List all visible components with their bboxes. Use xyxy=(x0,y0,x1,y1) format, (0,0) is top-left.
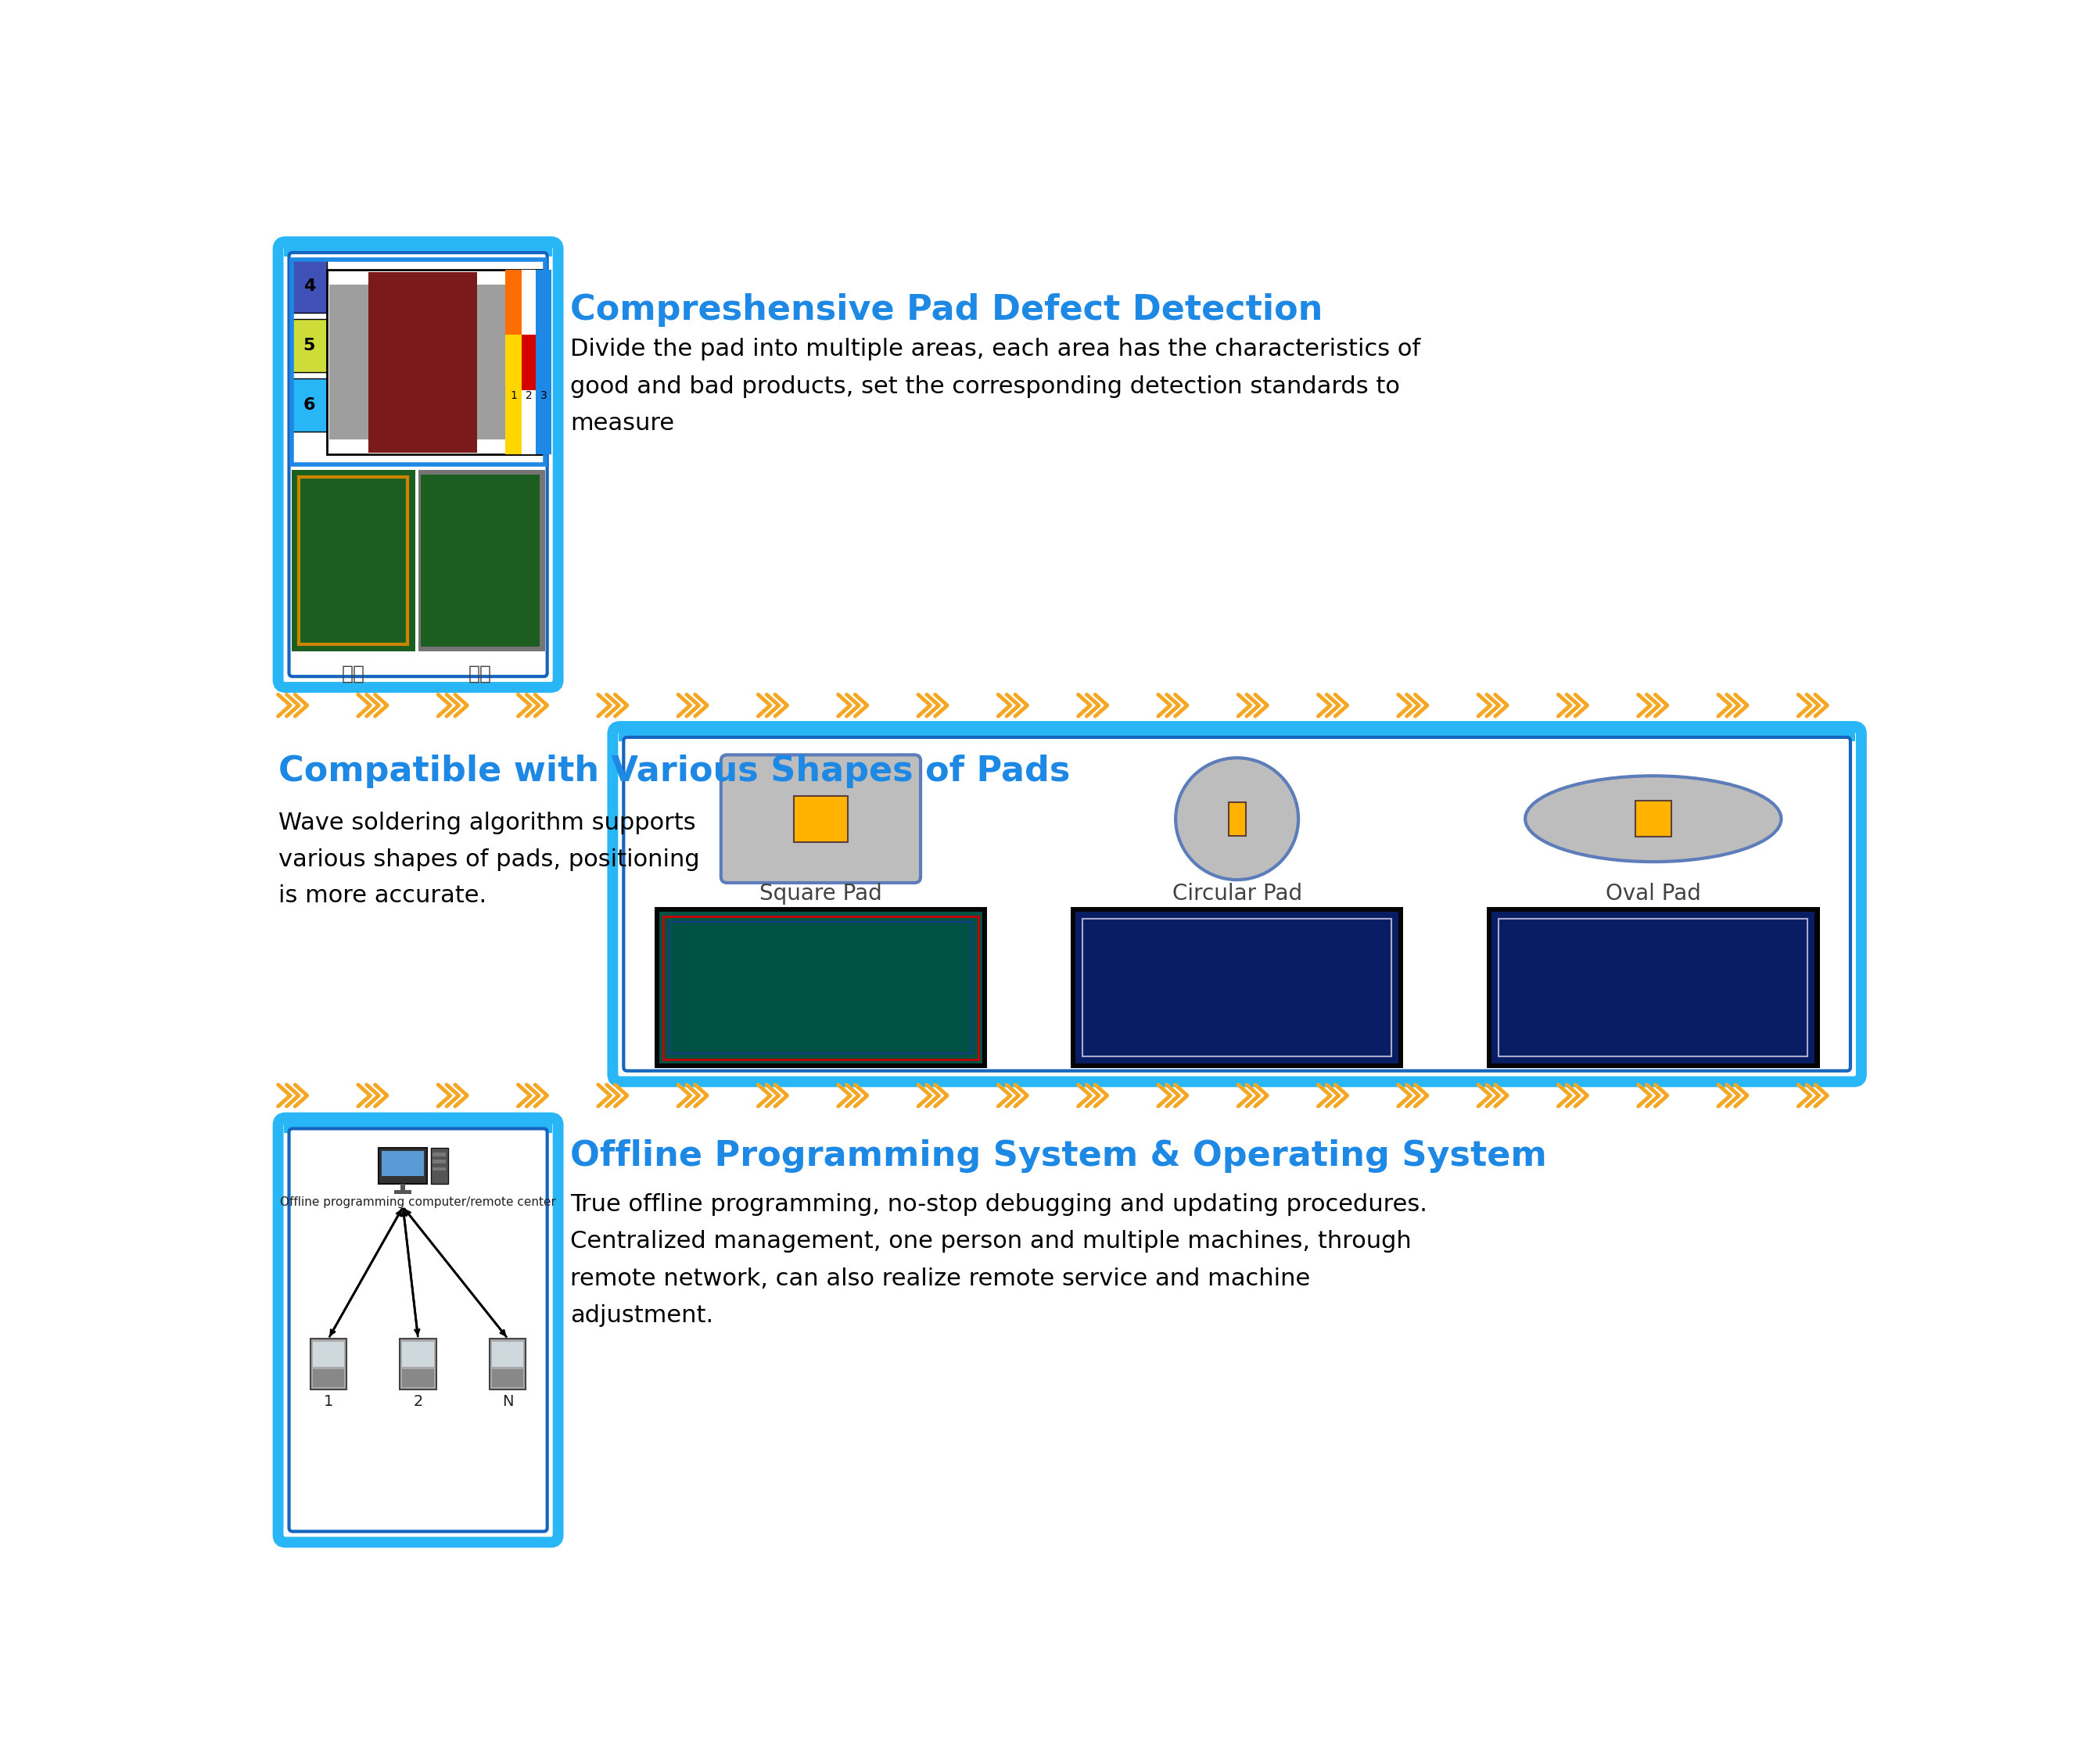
Bar xyxy=(422,475,539,646)
Text: Circular Pad: Circular Pad xyxy=(1172,882,1301,905)
Text: 1: 1 xyxy=(324,1395,334,1409)
Text: 2: 2 xyxy=(526,390,533,400)
Bar xyxy=(432,1161,445,1164)
Bar xyxy=(1492,912,1815,1064)
Text: Offline Programming System & Operating System: Offline Programming System & Operating S… xyxy=(570,1140,1546,1173)
Bar xyxy=(395,1191,412,1194)
FancyBboxPatch shape xyxy=(278,242,558,688)
Bar xyxy=(489,1339,526,1390)
Ellipse shape xyxy=(1176,759,1299,880)
Bar xyxy=(506,270,522,455)
Text: Compreshensive Pad Defect Detection: Compreshensive Pad Defect Detection xyxy=(570,293,1322,326)
Text: 5: 5 xyxy=(303,339,315,355)
Text: 1: 1 xyxy=(510,390,518,400)
Bar xyxy=(401,1184,405,1191)
Text: Square Pad: Square Pad xyxy=(760,882,882,905)
Bar xyxy=(418,469,545,651)
Bar xyxy=(1070,907,1404,1069)
Text: N: N xyxy=(501,1395,514,1409)
Bar xyxy=(299,476,407,644)
Bar xyxy=(522,270,537,455)
Text: 4: 4 xyxy=(303,279,315,295)
Text: 3: 3 xyxy=(541,390,547,400)
Text: Wave soldering algorithm supports
various shapes of pads, positioning
is more ac: Wave soldering algorithm supports variou… xyxy=(278,811,700,907)
Text: 6: 6 xyxy=(303,397,315,413)
FancyBboxPatch shape xyxy=(288,252,547,676)
Bar xyxy=(660,912,982,1064)
FancyBboxPatch shape xyxy=(288,1129,547,1531)
Bar xyxy=(1228,803,1245,836)
Bar xyxy=(330,284,368,439)
Bar xyxy=(476,284,506,439)
Bar xyxy=(1498,919,1807,1057)
Bar xyxy=(432,1152,445,1157)
Text: 开焚: 开焚 xyxy=(341,665,366,683)
Bar xyxy=(292,469,416,651)
Bar xyxy=(378,1148,428,1184)
Bar xyxy=(313,1369,345,1387)
Bar xyxy=(292,379,326,432)
Text: Oval Pad: Oval Pad xyxy=(1606,882,1700,905)
Ellipse shape xyxy=(1525,776,1782,863)
FancyBboxPatch shape xyxy=(721,755,921,882)
Bar xyxy=(664,916,978,1060)
Text: Divide the pad into multiple areas, each area has the characteristics of
good an: Divide the pad into multiple areas, each… xyxy=(570,339,1421,436)
Bar xyxy=(794,796,848,841)
Bar xyxy=(292,259,545,464)
Bar xyxy=(1487,907,1820,1069)
Bar xyxy=(313,1342,345,1367)
Bar xyxy=(326,259,545,464)
Bar xyxy=(284,1120,551,1132)
Bar xyxy=(522,335,537,390)
Bar xyxy=(1082,919,1391,1057)
Bar xyxy=(284,243,551,258)
Bar xyxy=(493,1342,524,1367)
Bar xyxy=(292,259,326,314)
Bar xyxy=(403,1369,435,1387)
FancyBboxPatch shape xyxy=(612,727,1861,1081)
Text: Compatible with Various Shapes of Pads: Compatible with Various Shapes of Pads xyxy=(278,755,1070,789)
Bar xyxy=(522,335,537,390)
Text: 良品: 良品 xyxy=(468,665,491,683)
Bar xyxy=(326,270,545,455)
Text: 2: 2 xyxy=(414,1395,422,1409)
FancyBboxPatch shape xyxy=(625,737,1851,1071)
Bar xyxy=(1076,912,1400,1064)
Bar xyxy=(368,272,476,453)
Bar xyxy=(506,270,522,335)
Bar xyxy=(668,923,971,1053)
Bar xyxy=(618,729,1855,741)
Bar xyxy=(403,1342,435,1367)
Bar xyxy=(292,319,326,372)
Bar xyxy=(292,259,545,464)
Bar xyxy=(654,907,988,1069)
Bar xyxy=(1636,801,1671,836)
Text: True offline programming, no-stop debugging and updating procedures.
Centralized: True offline programming, no-stop debugg… xyxy=(570,1192,1427,1327)
Bar xyxy=(382,1150,424,1177)
FancyBboxPatch shape xyxy=(278,1118,558,1542)
Bar xyxy=(432,1168,445,1171)
Bar xyxy=(537,270,551,455)
Bar xyxy=(430,1148,447,1184)
Bar xyxy=(493,1369,524,1387)
Text: Offline programming computer/remote center: Offline programming computer/remote cent… xyxy=(280,1196,556,1208)
Bar xyxy=(311,1339,347,1390)
Bar xyxy=(399,1339,437,1390)
